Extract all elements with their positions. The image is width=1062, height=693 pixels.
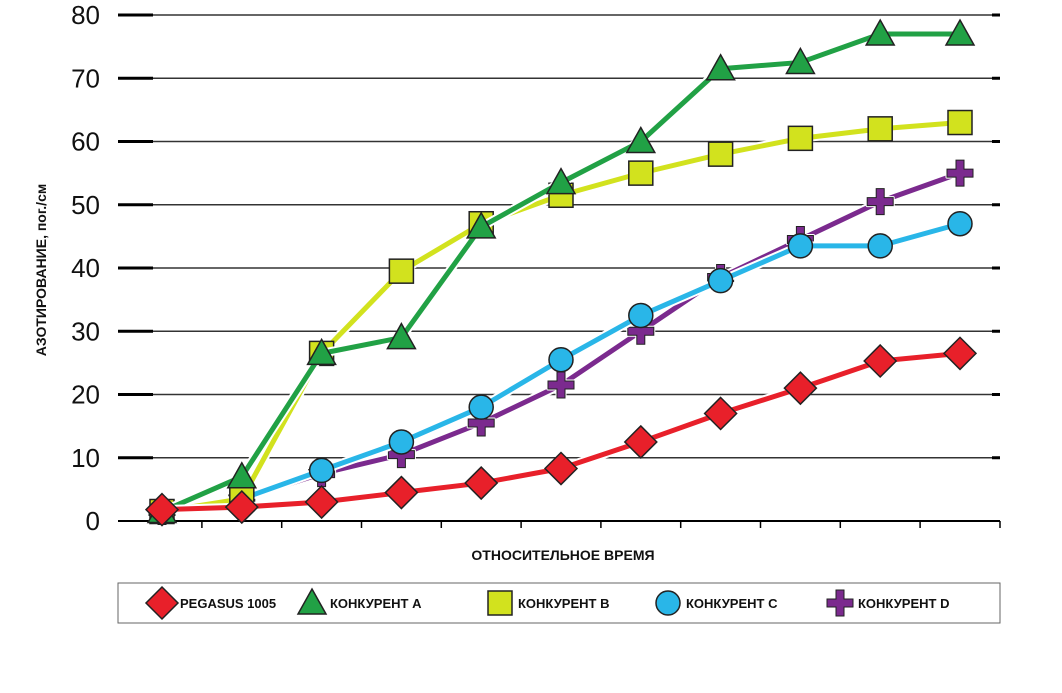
y-tick-label: 20 bbox=[71, 380, 100, 410]
legend-marker bbox=[487, 590, 513, 616]
data-point bbox=[703, 396, 738, 431]
legend-marker bbox=[144, 585, 180, 621]
legend-item: PEGASUS 1005 bbox=[144, 585, 276, 621]
y-tick-label: 0 bbox=[86, 506, 100, 536]
y-tick-label: 10 bbox=[71, 443, 100, 473]
data-point bbox=[543, 451, 579, 486]
legend: PEGASUS 1005 КОНКУРЕНТ А КОНКУРЕНТ В КОНКУР… bbox=[117, 582, 1001, 624]
series-line bbox=[161, 31, 960, 514]
data-point bbox=[308, 457, 335, 484]
legend-label: PEGASUS 1005 bbox=[180, 596, 276, 611]
data-point bbox=[787, 125, 814, 152]
legend-marker bbox=[655, 590, 681, 616]
data-point bbox=[944, 18, 976, 46]
data-point bbox=[947, 210, 973, 237]
data-point bbox=[388, 258, 415, 284]
data-point bbox=[947, 109, 973, 136]
data-point bbox=[468, 394, 494, 420]
legend-label: КОНКУРЕНТ С bbox=[686, 596, 778, 611]
data-point bbox=[942, 336, 978, 371]
legend-item: КОНКУРЕНТ В bbox=[487, 590, 609, 616]
data-point bbox=[304, 484, 339, 520]
legend-label: КОНКУРЕНТ В bbox=[518, 596, 609, 611]
y-axis-label: АЗОТИРОВАНИЕ, пог./см bbox=[33, 184, 49, 356]
data-point bbox=[546, 370, 576, 400]
data-point bbox=[226, 461, 258, 489]
y-tick-label: 40 bbox=[71, 253, 100, 283]
data-point bbox=[705, 53, 736, 81]
x-axis-label: ОТНОСИТЕЛЬНОЕ ВРЕМЯ bbox=[471, 547, 654, 563]
legend-marker bbox=[296, 587, 328, 615]
y-tick-label: 70 bbox=[71, 63, 100, 93]
data-point bbox=[628, 302, 654, 329]
series-3 bbox=[149, 210, 973, 525]
data-point bbox=[867, 116, 893, 142]
series-line-outline bbox=[160, 29, 960, 516]
series-layer bbox=[144, 18, 978, 527]
data-point bbox=[863, 343, 898, 379]
data-point bbox=[306, 337, 337, 366]
data-point bbox=[386, 322, 417, 350]
data-point bbox=[388, 429, 415, 455]
data-point bbox=[785, 46, 816, 75]
data-point bbox=[628, 160, 654, 186]
data-point bbox=[464, 465, 499, 501]
data-point bbox=[783, 371, 818, 406]
data-point bbox=[625, 125, 657, 154]
data-point bbox=[465, 211, 497, 239]
data-point bbox=[548, 346, 574, 373]
data-point bbox=[384, 475, 419, 510]
data-point bbox=[224, 490, 259, 525]
legend-label: КОНКУРЕНТ А bbox=[330, 596, 422, 611]
axes: 0 10 20 30 40 50 60 70 80 bbox=[71, 0, 1001, 536]
series-1 bbox=[146, 18, 976, 524]
legend-item: КОНКУРЕНТ D bbox=[825, 588, 949, 618]
y-tick-label: 80 bbox=[71, 0, 100, 30]
data-point bbox=[707, 141, 734, 167]
data-point bbox=[945, 158, 975, 188]
data-point bbox=[865, 187, 895, 217]
data-point bbox=[867, 233, 893, 259]
legend-marker bbox=[825, 588, 855, 618]
y-tick-label: 50 bbox=[71, 190, 100, 220]
y-tick-label: 60 bbox=[71, 127, 100, 157]
data-point bbox=[144, 492, 180, 527]
series-0 bbox=[144, 336, 978, 527]
data-point bbox=[707, 267, 734, 294]
y-tick-label: 30 bbox=[71, 316, 100, 346]
legend-item: КОНКУРЕНТ С bbox=[655, 590, 778, 616]
data-point bbox=[623, 424, 658, 459]
data-point bbox=[545, 167, 577, 195]
data-point bbox=[864, 18, 896, 46]
legend-label: КОНКУРЕНТ D bbox=[858, 596, 949, 611]
legend-item: КОНКУРЕНТ А bbox=[296, 587, 422, 615]
data-point bbox=[787, 233, 814, 259]
